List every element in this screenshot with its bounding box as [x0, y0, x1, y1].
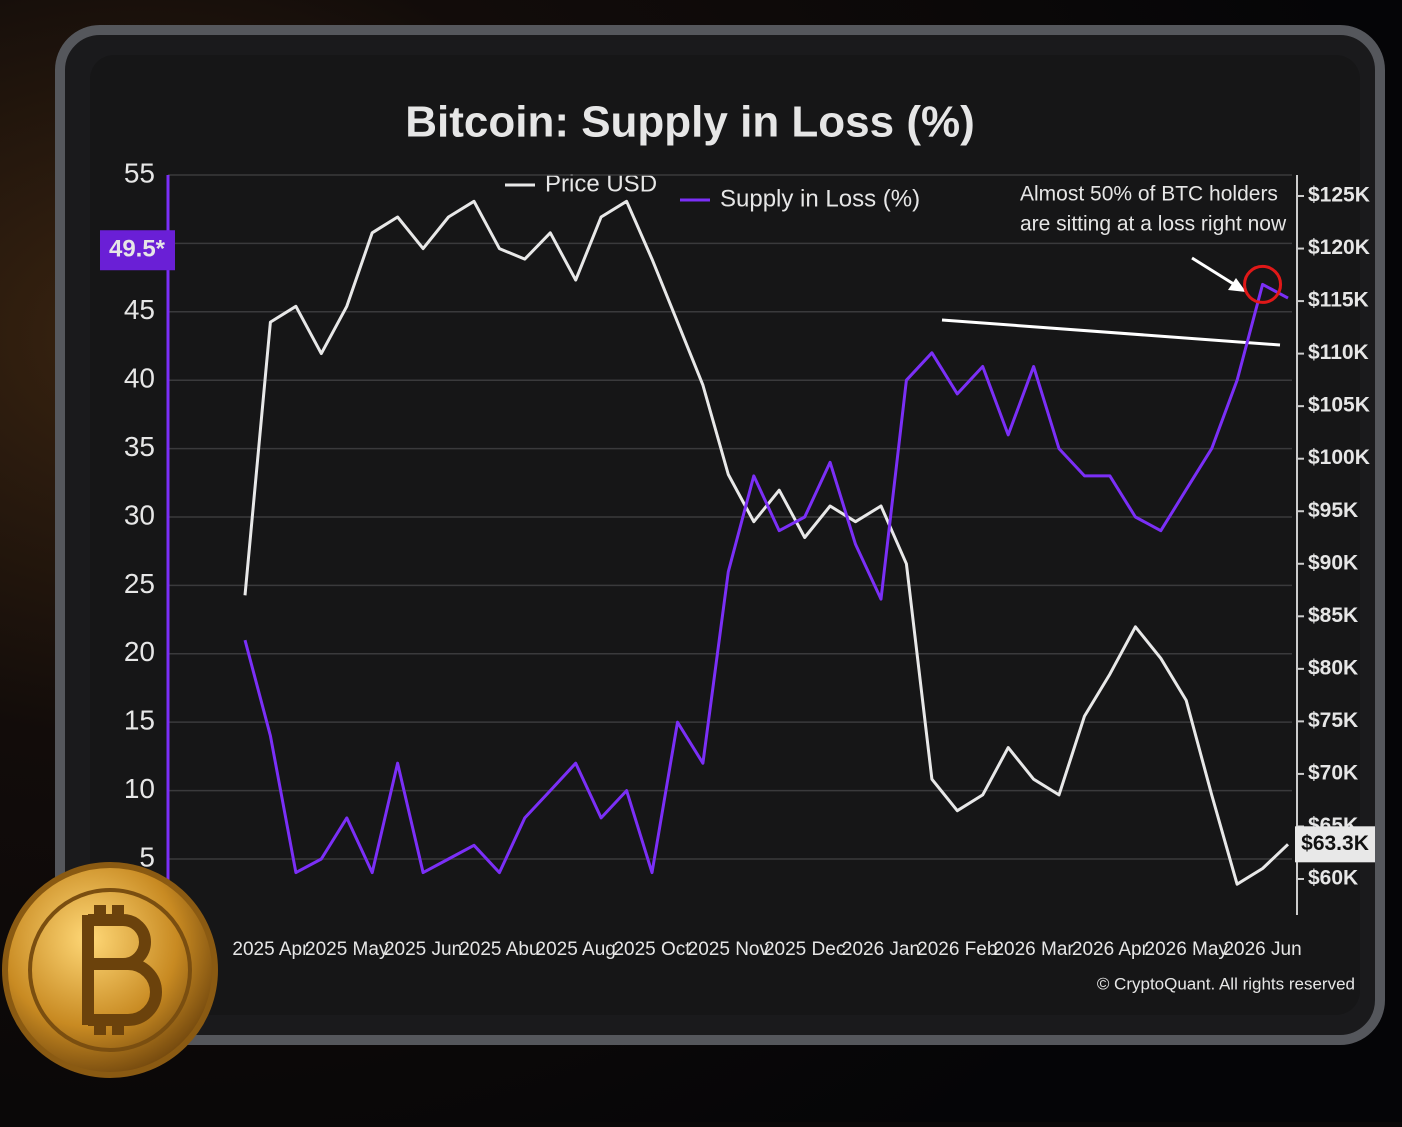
y-tick-label: 35 — [124, 431, 155, 462]
x-tick-label: 2026 May — [1145, 939, 1229, 960]
y2-tick-label: $120K — [1308, 236, 1370, 259]
y2-tick-label: $125K — [1308, 184, 1370, 207]
x-tick-label: 2025 Oct — [613, 939, 691, 960]
y2-tick-label: $80K — [1308, 656, 1358, 679]
bitcoin-coin — [2, 862, 218, 1078]
y2-tick-label: $105K — [1308, 394, 1370, 417]
x-tick-label: 2025 Dec — [764, 939, 845, 960]
coin-rim — [28, 888, 192, 1052]
y-tick-label: 30 — [124, 499, 155, 530]
annotation: Almost 50% of BTC holders — [1020, 183, 1278, 206]
x-tick-label: 2025 May — [305, 939, 389, 960]
y2-tick-label: $115K — [1308, 289, 1369, 312]
y2-tick-label: $60K — [1308, 867, 1358, 890]
arrow-head — [1228, 278, 1246, 292]
x-tick-label: 2026 Apr — [1072, 939, 1149, 960]
y-tick-label: 15 — [124, 705, 155, 736]
current-supply-label: 49.5* — [109, 236, 166, 263]
x-tick-label: 2026 Mar — [993, 939, 1074, 960]
y2-tick-label: $100K — [1308, 446, 1370, 469]
footer: © CryptoQuant. All rights reserved — [1097, 974, 1355, 993]
y-tick-label: 40 — [124, 363, 155, 394]
screen — [90, 55, 1360, 1015]
current-price-label: $63.3K — [1301, 832, 1369, 855]
y2-tick-label: $90K — [1308, 551, 1358, 574]
y2-tick-label: $75K — [1308, 709, 1358, 732]
y-tick-label: 5 — [139, 841, 155, 872]
legend-label: Supply in Loss (%) — [720, 185, 920, 212]
x-tick-label: 2025 Nov — [688, 939, 770, 960]
x-tick-label: 2025 Abu — [459, 939, 539, 960]
current-price-flag — [1295, 826, 1375, 863]
y-tick-label: 20 — [124, 636, 155, 667]
x-tick-label: 2026 Jan — [842, 939, 920, 960]
y2-tick-label: $85K — [1308, 604, 1358, 627]
highlight-circle — [1243, 264, 1283, 304]
current-supply-flag — [100, 230, 175, 271]
x-tick-label: 2025 Apr — [232, 939, 309, 960]
y2-tick-label: $95K — [1308, 499, 1358, 522]
y-tick-label: 55 — [124, 157, 155, 188]
resistance-line — [941, 318, 1281, 347]
coin-symbol — [82, 905, 162, 1035]
series-line — [243, 282, 1289, 875]
x-tick-label: 2025 Aug — [536, 939, 616, 960]
y-tick-label: 45 — [124, 294, 155, 325]
x-tick-label: 2026 Feb — [917, 939, 997, 960]
y-tick-label: 25 — [124, 568, 155, 599]
annotation-arrow — [1191, 256, 1241, 290]
y-tick-label: 10 — [124, 773, 155, 804]
x-tick-label: 2025 Jun — [384, 939, 462, 960]
y2-tick-label: $110K — [1308, 341, 1369, 364]
y2-tick-label: $70K — [1308, 761, 1358, 784]
annotation: are sitting at a loss right now — [1020, 213, 1287, 236]
chart-title: Bitcoin: Supply in Loss (%) — [405, 98, 975, 147]
x-tick-label: 2026 Jun — [1223, 939, 1301, 960]
